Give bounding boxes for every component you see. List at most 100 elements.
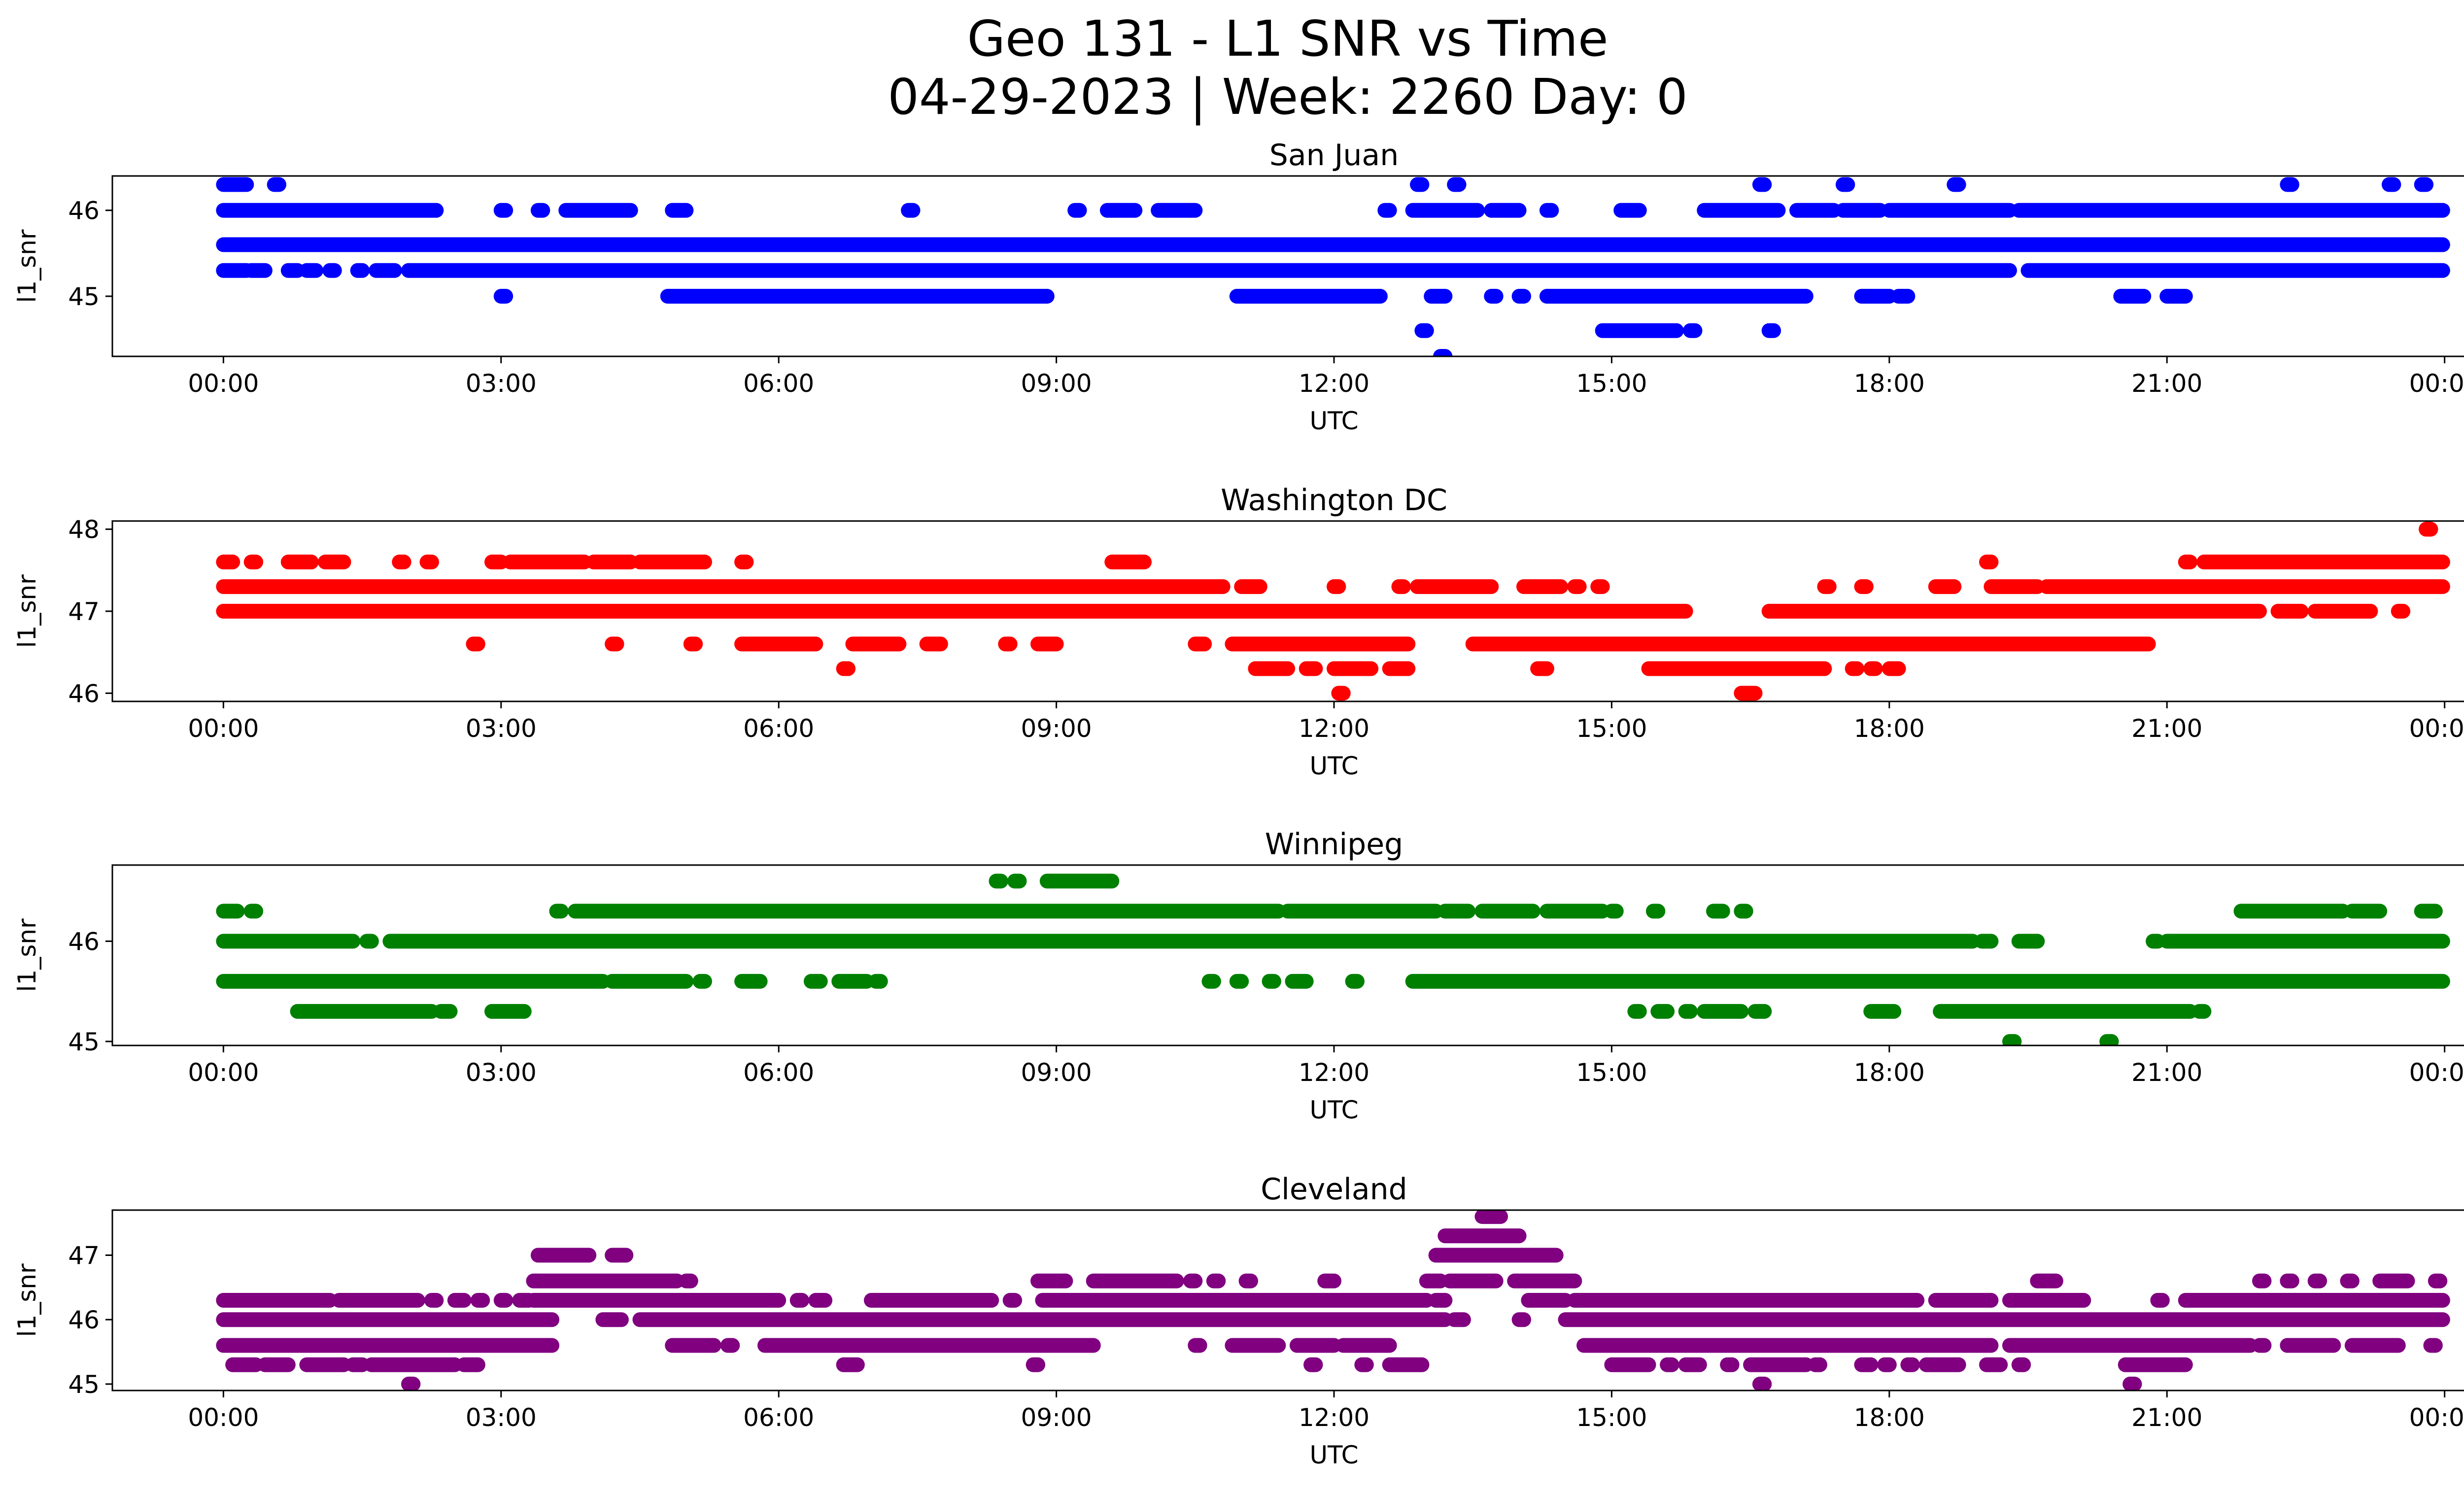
data-point-run — [1539, 904, 1610, 919]
x-tick-label: 09:00 — [1021, 714, 1092, 743]
data-point-run — [1035, 1293, 1434, 1308]
data-point-run — [1641, 661, 1832, 676]
subplot-title: Winnipeg — [1265, 827, 1403, 862]
data-point-run — [1225, 636, 1416, 652]
data-point-run — [216, 1338, 560, 1353]
data-point-run — [1206, 1273, 1226, 1288]
x-tick-label: 21:00 — [2131, 1058, 2202, 1087]
x-tick-label: 18:00 — [1854, 1058, 1925, 1087]
data-point-run — [1104, 555, 1152, 570]
x-axis-label: UTC — [1309, 1096, 1358, 1124]
y-tick-label: 47 — [68, 597, 100, 626]
data-point-run — [1335, 1338, 1397, 1353]
data-point-run — [1720, 1357, 1740, 1372]
data-point-run — [2270, 604, 2309, 619]
data-point-run — [1354, 1357, 1374, 1372]
data-point-run — [549, 904, 569, 919]
x-tick-label: 21:00 — [2131, 714, 2202, 743]
data-point-run — [526, 1273, 684, 1288]
data-point-run — [1627, 1004, 1647, 1019]
subplot-winnipeg: Winnipeg 00:00 03:00 06:00 09:00 12:00 15:00 18… — [13, 827, 2464, 1124]
data-point-run — [1238, 1273, 1258, 1288]
data-point-run — [243, 263, 273, 278]
y-tick-label: 48 — [68, 516, 100, 544]
data-point-run — [1530, 661, 1554, 676]
x-tick-label: 00:00 — [188, 1058, 259, 1087]
x-axis-label: UTC — [1309, 1441, 1358, 1469]
data-point-run — [1789, 203, 1842, 218]
data-point-run — [1933, 1004, 2198, 1019]
y-tick-label: 46 — [68, 197, 100, 225]
data-point-run — [1984, 579, 2045, 594]
data-point-run — [1854, 289, 1897, 304]
x-tick-label: 00:00 — [2409, 1403, 2464, 1432]
data-point-run — [789, 1293, 810, 1308]
data-point-run — [466, 636, 485, 652]
data-point-run — [1706, 904, 1730, 919]
data-point-run — [401, 263, 2017, 278]
data-point-run — [632, 555, 712, 570]
data-point-run — [1752, 1376, 1772, 1391]
data-point-run — [1442, 1273, 1504, 1288]
x-tick-label: 03:00 — [466, 714, 537, 743]
data-point-run — [2020, 263, 2450, 278]
data-point-run — [299, 1357, 351, 1372]
data-point-run — [1345, 973, 1365, 989]
data-point-run — [1835, 177, 1855, 192]
data-point-run — [734, 973, 768, 989]
data-point-run — [720, 1338, 740, 1353]
data-point-run — [665, 203, 694, 218]
data-point-run — [216, 973, 611, 989]
data-point-run — [1752, 177, 1772, 192]
data-point-run — [1447, 1312, 1471, 1327]
data-point-run — [808, 1293, 833, 1308]
data-point-run — [803, 973, 828, 989]
data-point-run — [2280, 1273, 2299, 1288]
data-point-run — [2280, 1338, 2341, 1353]
data-point-run — [345, 1357, 370, 1372]
data-point-run — [1882, 661, 1906, 676]
data-point-run — [1188, 1338, 1207, 1353]
data-point-run — [484, 1004, 532, 1019]
data-point-run — [757, 1338, 1101, 1353]
x-tick-label: 18:00 — [1854, 369, 1925, 398]
data-point-run — [1262, 973, 1281, 989]
data-point-run — [2011, 1357, 2031, 1372]
data-point-run — [225, 1357, 264, 1372]
data-point-run — [530, 1248, 597, 1263]
data-points — [216, 522, 2450, 701]
data-point-run — [1507, 1273, 1582, 1288]
data-point-run — [1558, 1312, 2450, 1327]
x-tick-label: 03:00 — [466, 1058, 537, 1087]
data-point-run — [1595, 323, 1684, 338]
data-point-run — [1979, 1357, 2008, 1372]
data-point-run — [2159, 934, 2450, 949]
data-point-run — [1678, 1004, 1698, 1019]
data-point-run — [1026, 1357, 1046, 1372]
data-point-run — [424, 1293, 444, 1308]
data-point-run — [605, 973, 694, 989]
data-point-run — [2011, 203, 2450, 218]
y-axis-label: l1_snr — [13, 229, 41, 303]
data-point-run — [1183, 1273, 1203, 1288]
x-tick-label: 03:00 — [466, 369, 537, 398]
data-point-run — [401, 1376, 421, 1391]
x-tick-label: 03:00 — [466, 1403, 537, 1432]
data-point-run — [2307, 1273, 2327, 1288]
y-tick-label: 45 — [68, 1028, 100, 1056]
data-point-run — [1188, 636, 1212, 652]
data-point-run — [1414, 323, 1434, 338]
data-point-run — [216, 1293, 338, 1308]
data-point-run — [1229, 289, 1388, 304]
data-point-run — [2146, 934, 2165, 949]
data-point-run — [1303, 1357, 1323, 1372]
data-point-run — [1484, 289, 1504, 304]
data-point-run — [216, 177, 254, 192]
data-point-run — [1433, 349, 1453, 356]
data-point-run — [2391, 604, 2411, 619]
data-point-run — [2280, 177, 2299, 192]
data-point-run — [1030, 1273, 1073, 1288]
data-point-run — [683, 636, 703, 652]
data-point-run — [493, 203, 513, 218]
data-point-run — [1539, 203, 1559, 218]
